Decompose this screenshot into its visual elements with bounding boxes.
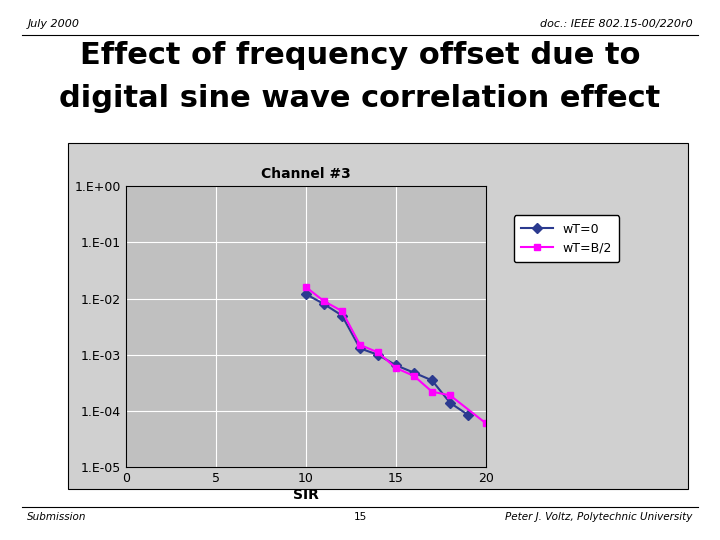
Text: July 2000: July 2000 [27,19,79,29]
Text: Peter J. Voltz, Polytechnic University: Peter J. Voltz, Polytechnic University [505,512,693,522]
wT=B/2 [428,388,436,395]
wT=0 [446,400,454,406]
wT=B/2 [482,420,490,427]
wT=0 [356,345,364,352]
wT=B/2 [374,349,382,356]
wT=0 [392,362,400,368]
wT=B/2 [338,308,346,314]
Text: digital sine wave correlation effect: digital sine wave correlation effect [59,84,661,113]
Text: 15: 15 [354,512,366,522]
wT=0 [428,377,436,383]
wT=0 [410,369,418,376]
wT=B/2 [356,342,364,348]
wT=B/2 [410,373,418,379]
Text: Submission: Submission [27,512,87,522]
Text: Effect of frequency offset due to: Effect of frequency offset due to [80,40,640,70]
wT=0 [374,352,382,358]
X-axis label: SIR: SIR [293,488,319,502]
wT=0 [464,411,472,418]
wT=B/2 [302,284,310,291]
wT=0 [302,291,310,298]
wT=B/2 [446,392,454,399]
wT=0 [320,301,328,307]
wT=0 [338,312,346,319]
Line: wT=B/2: wT=B/2 [302,284,490,427]
Legend: wT=0, wT=B/2: wT=0, wT=B/2 [514,215,619,262]
wT=B/2 [320,298,328,305]
Text: doc.: IEEE 802.15-00/220r0: doc.: IEEE 802.15-00/220r0 [540,19,693,29]
Line: wT=0: wT=0 [302,291,472,418]
Title: Channel #3: Channel #3 [261,167,351,181]
wT=B/2 [392,365,400,372]
